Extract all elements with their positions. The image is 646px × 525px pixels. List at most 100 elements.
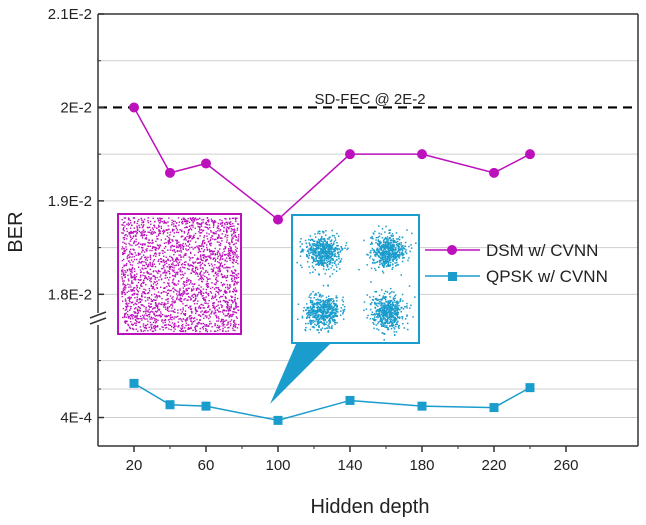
dsm-sample — [186, 284, 188, 286]
qpsk-sample — [312, 310, 315, 313]
dsm-sample — [193, 283, 195, 286]
qpsk-sample — [394, 323, 397, 326]
qpsk-sample — [332, 309, 334, 312]
qpsk-sample — [380, 302, 382, 304]
qpsk-sample — [388, 241, 390, 243]
dsm-sample — [149, 262, 151, 264]
qpsk-sample — [396, 323, 398, 326]
qpsk-sample — [315, 248, 318, 251]
qpsk-sample — [387, 308, 389, 310]
qpsk-sample — [320, 321, 322, 323]
qpsk-sample — [396, 302, 398, 305]
dsm-sample — [163, 287, 165, 289]
dsm-sample — [123, 316, 126, 318]
dsm-sample — [155, 320, 158, 323]
qpsk-sample — [317, 291, 320, 294]
dsm-sample — [174, 328, 176, 330]
dsm-sample — [168, 239, 170, 242]
dsm-sample — [121, 259, 124, 262]
qpsk-sample — [325, 296, 328, 299]
qpsk-sample — [326, 305, 328, 307]
qpsk-sample — [383, 321, 386, 324]
dsm-sample — [131, 281, 133, 284]
dsm-sample — [130, 268, 132, 271]
dsm-sample — [128, 254, 130, 256]
dsm-sample — [136, 314, 138, 317]
qpsk-sample — [392, 253, 395, 255]
qpsk-sample — [320, 240, 323, 242]
qpsk-sample — [335, 295, 338, 297]
dsm-sample — [237, 255, 239, 258]
dsm-sample — [173, 223, 175, 225]
qpsk-sample — [401, 236, 404, 239]
dsm-sample — [186, 222, 189, 225]
qpsk-sample — [328, 319, 330, 322]
dsm-sample — [223, 275, 226, 277]
dsm-sample — [134, 302, 136, 305]
qpsk-sample — [317, 314, 320, 317]
dsm-sample — [129, 240, 132, 242]
qpsk-sample — [331, 246, 333, 249]
dsm-sample — [198, 284, 200, 286]
dsm-sample — [217, 304, 219, 306]
dsm-sample — [233, 259, 235, 262]
dsm-sample — [152, 260, 155, 262]
dsm-sample — [172, 299, 174, 301]
dsm-sample — [155, 255, 157, 257]
dsm-sample — [165, 271, 168, 274]
dsm-sample — [192, 289, 194, 292]
qpsk-sample — [380, 289, 383, 291]
dsm-sample — [192, 217, 194, 219]
dsm-sample — [209, 243, 211, 246]
qpsk-sample — [378, 235, 381, 238]
dsm-sample — [193, 317, 196, 319]
dsm-sample — [136, 310, 139, 312]
qpsk-sample — [373, 251, 375, 254]
qpsk-sample — [397, 246, 400, 248]
dsm-sample — [130, 275, 133, 277]
dsm-sample — [193, 271, 195, 274]
dsm-sample — [199, 307, 202, 310]
dsm-sample — [235, 302, 237, 304]
qpsk-sample — [331, 252, 333, 254]
dsm-sample — [144, 310, 146, 312]
dsm-sample — [133, 311, 135, 313]
qpsk-sample — [374, 262, 376, 264]
qpsk-sample — [384, 238, 386, 240]
dsm-sample — [147, 265, 149, 268]
dsm-sample — [195, 288, 198, 290]
dsm-sample — [204, 325, 207, 327]
dsm-sample — [184, 253, 186, 255]
dsm-sample — [217, 291, 220, 293]
qpsk-sample — [323, 238, 325, 240]
dsm-sample — [160, 278, 163, 280]
qpsk-sample — [383, 244, 385, 246]
dsm-sample — [216, 236, 219, 239]
dsm-sample — [200, 323, 203, 325]
qpsk-sample — [309, 322, 312, 325]
qpsk-sample — [310, 323, 312, 326]
dsm-sample — [218, 244, 220, 246]
qpsk-sample — [325, 244, 328, 247]
dsm-sample — [210, 313, 212, 315]
qpsk-sample — [370, 281, 372, 283]
qpsk-sample — [315, 312, 317, 314]
qpsk-sample — [308, 248, 310, 250]
qpsk-sample — [379, 311, 381, 313]
dsm-sample — [148, 302, 150, 305]
dsm-sample — [217, 329, 219, 332]
dsm-sample — [152, 287, 155, 289]
dsm-sample — [131, 266, 134, 269]
dsm-sample — [221, 225, 224, 227]
dsm-sample — [199, 265, 201, 267]
dsm-sample — [231, 225, 233, 228]
qpsk-sample — [385, 258, 387, 261]
dsm-sample — [183, 283, 186, 286]
qpsk-sample — [309, 235, 312, 237]
qpsk-sample — [325, 242, 327, 245]
qpsk-sample — [409, 250, 411, 253]
dsm-sample — [232, 255, 235, 258]
dsm-sample — [152, 285, 155, 288]
qpsk-sample — [372, 319, 375, 321]
dsm-sample — [158, 254, 161, 256]
